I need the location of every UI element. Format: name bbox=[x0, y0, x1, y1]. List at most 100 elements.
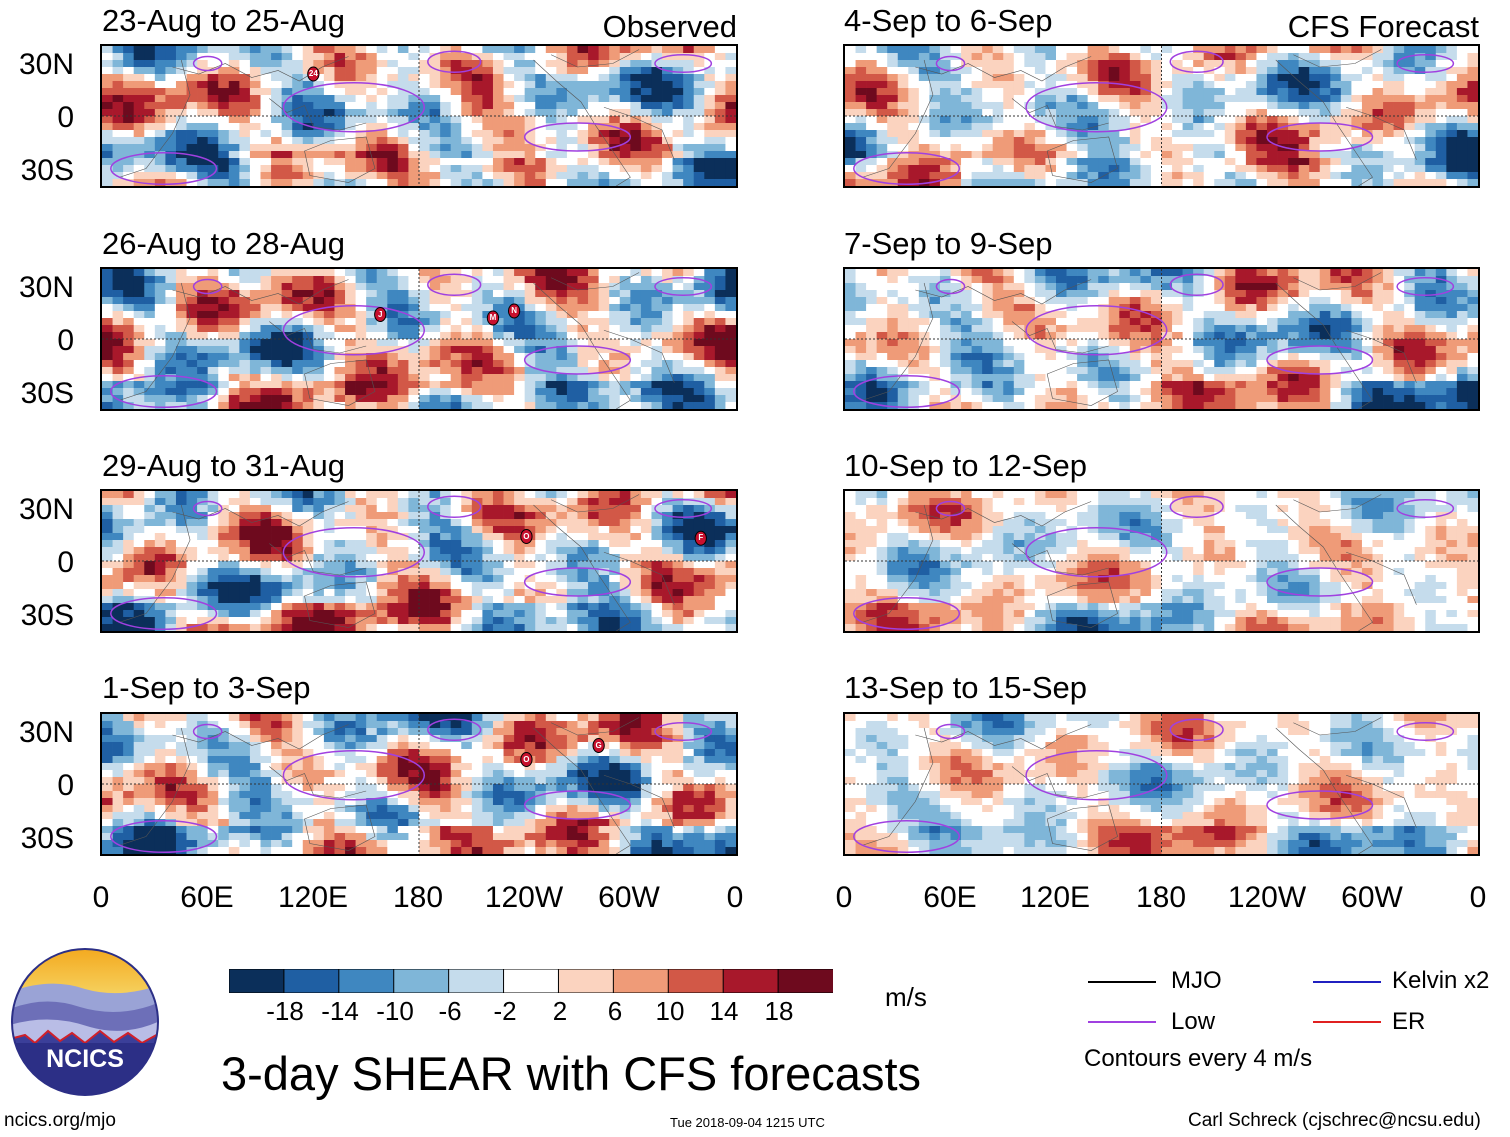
shear-cell bbox=[704, 547, 716, 555]
shear-cell bbox=[556, 812, 568, 820]
shear-cell bbox=[693, 158, 705, 166]
shear-cell bbox=[260, 582, 272, 590]
shear-cell bbox=[218, 339, 230, 347]
shear-cell bbox=[609, 102, 621, 110]
shear-cell bbox=[154, 269, 166, 277]
low-contour bbox=[655, 723, 711, 741]
shear-cell bbox=[323, 318, 335, 326]
shear-cell bbox=[524, 728, 536, 736]
shear-cell bbox=[471, 533, 483, 541]
shear-cell bbox=[503, 798, 515, 806]
shear-cell bbox=[387, 123, 399, 131]
shear-cell bbox=[662, 784, 673, 792]
shear-cell bbox=[704, 283, 716, 291]
shear-cell bbox=[175, 624, 187, 631]
shear-cell bbox=[175, 603, 187, 611]
shear-cell bbox=[598, 360, 610, 368]
shear-cell bbox=[503, 714, 515, 722]
shear-cell bbox=[376, 325, 388, 333]
shear-cell bbox=[334, 46, 346, 54]
shear-cell bbox=[144, 137, 156, 145]
shear-cell bbox=[313, 840, 325, 848]
shear-cell bbox=[482, 158, 494, 166]
shear-cell bbox=[450, 158, 462, 166]
shear-cell bbox=[535, 533, 547, 541]
shear-cell bbox=[725, 714, 736, 722]
shear-cell bbox=[186, 109, 198, 117]
shear-cell bbox=[662, 826, 673, 834]
shear-cell bbox=[408, 137, 420, 145]
shear-cell bbox=[619, 770, 631, 778]
shear-cell bbox=[609, 512, 621, 520]
shear-cell bbox=[197, 339, 209, 347]
shear-cell bbox=[123, 290, 135, 298]
shear-cell bbox=[207, 109, 219, 117]
shear-cell bbox=[154, 498, 166, 506]
shear-cell bbox=[345, 81, 356, 89]
shear-cell bbox=[545, 749, 557, 757]
shear-cell bbox=[429, 784, 441, 792]
shear-cell bbox=[419, 297, 430, 305]
shear-cell bbox=[577, 617, 589, 625]
shear-cell bbox=[102, 582, 113, 590]
storm-marker bbox=[308, 67, 319, 81]
shear-cell bbox=[725, 540, 736, 548]
shear-cell bbox=[514, 88, 526, 96]
shear-cell bbox=[397, 290, 409, 298]
shear-cell bbox=[630, 402, 642, 409]
shear-cell bbox=[482, 367, 494, 375]
shear-cell bbox=[323, 360, 335, 368]
shear-cell bbox=[366, 735, 378, 743]
shear-cell bbox=[271, 575, 282, 583]
shear-cell bbox=[144, 721, 156, 729]
shear-cell bbox=[598, 603, 610, 611]
shear-cell bbox=[323, 269, 335, 277]
shear-cell bbox=[102, 269, 113, 277]
shear-cell bbox=[281, 179, 293, 186]
shear-cell bbox=[619, 589, 631, 597]
shear-cell bbox=[355, 276, 367, 284]
shear-cell bbox=[218, 603, 230, 611]
shear-cell bbox=[419, 812, 430, 820]
shear-cell bbox=[461, 46, 473, 54]
shear-cell bbox=[683, 144, 695, 152]
shear-cell bbox=[133, 575, 145, 583]
shear-cell bbox=[598, 290, 610, 298]
shear-cell bbox=[524, 332, 536, 340]
shear-cell bbox=[397, 297, 409, 305]
shear-cell bbox=[1034, 53, 1046, 61]
shear-cell bbox=[619, 714, 631, 722]
shear-cell bbox=[672, 812, 684, 820]
shear-cell bbox=[292, 833, 304, 841]
shear-cell bbox=[450, 826, 462, 834]
shear-cell bbox=[566, 395, 578, 403]
shear-cell bbox=[376, 617, 388, 625]
shear-cell bbox=[355, 325, 367, 333]
shear-cell bbox=[249, 53, 261, 61]
shear-cell bbox=[249, 172, 261, 180]
shear-cell bbox=[440, 95, 452, 103]
shear-cell bbox=[672, 95, 684, 103]
shear-cell bbox=[281, 512, 293, 520]
shear-cell bbox=[588, 367, 599, 375]
shear-cell bbox=[545, 784, 557, 792]
shear-cell bbox=[440, 826, 452, 834]
shear-cell bbox=[693, 283, 705, 291]
shear-cell bbox=[387, 81, 399, 89]
shear-cell bbox=[249, 575, 261, 583]
shear-cell bbox=[197, 332, 209, 340]
shear-cell bbox=[651, 283, 663, 291]
shear-cell bbox=[672, 756, 684, 764]
shear-cell bbox=[514, 74, 526, 82]
shear-cell bbox=[408, 505, 420, 513]
shear-cell bbox=[355, 151, 367, 159]
shear-cell bbox=[566, 505, 578, 513]
shear-cell bbox=[535, 526, 547, 534]
shear-cell bbox=[271, 339, 282, 347]
shear-cell bbox=[186, 297, 198, 305]
shear-cell bbox=[260, 547, 272, 555]
shear-cell bbox=[313, 770, 325, 778]
shear-cell bbox=[566, 589, 578, 597]
shear-cell bbox=[218, 728, 230, 736]
shear-cell bbox=[704, 735, 716, 743]
